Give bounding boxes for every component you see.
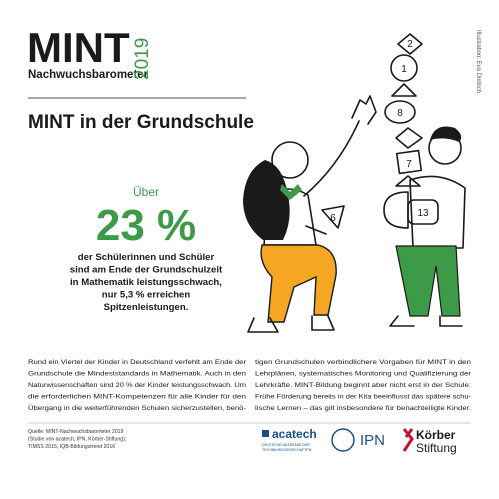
- stat-line: der Schülerinnen und Schüler: [78, 252, 215, 263]
- body-line: Lehrplänen, systematisches Monitoring un…: [255, 371, 472, 378]
- title: MINT in der Grundschule: [28, 112, 254, 133]
- brand-subtitle: Nachwuchsbarometer: [28, 69, 149, 81]
- stat-value: 23 %: [96, 201, 196, 250]
- acatech-sub: TECHNIKWISSENSCHAFTEN: [262, 448, 312, 452]
- body-line: lische Lernen – das gilt insbesondere fü…: [255, 405, 471, 412]
- koerber-mark: [402, 428, 414, 452]
- body-line: Rund ein Viertel der Kinder in Deutschla…: [28, 359, 247, 366]
- woman-arm: [303, 95, 377, 197]
- stat-line: in Mathematik leistungsschwach,: [70, 277, 222, 288]
- block-label: 13: [417, 208, 429, 219]
- body-line: Lehrkräfte. MINT-Bildung beginnt aber ni…: [255, 382, 471, 389]
- source-line: Quelle: MINT-Nachwuchsbarometer 2019: [28, 429, 124, 435]
- woman-hair: [243, 160, 290, 240]
- stat-intro: Über: [133, 185, 159, 199]
- block-label: 8: [397, 108, 403, 119]
- source: Quelle: MINT-Nachwuchsbarometer 2019 (Stu…: [28, 429, 126, 450]
- illustration-labels: 2 1 8 7 6 13: [330, 39, 429, 224]
- body-line: Naturwissenschaften sind 20 % der Kinder…: [28, 382, 246, 389]
- stat-line: nur 5,3 % erreichen: [102, 290, 191, 301]
- body-right: tigen Grundschulen verbindlichere Vorgab…: [255, 359, 472, 412]
- stat-line: sind am Ende der Grundschulzeit: [70, 265, 223, 276]
- boy-shirt: [409, 175, 466, 249]
- card-6: [321, 205, 345, 229]
- boy-pants: [395, 245, 461, 317]
- year: 2019: [132, 38, 153, 80]
- ipn-mark: [331, 428, 355, 452]
- block: [395, 175, 421, 187]
- body-line: Grundschule die Mindeststandards in Math…: [28, 371, 246, 378]
- credit: Illustration: Eva Dietrich: [475, 30, 481, 93]
- block-label: 2: [407, 39, 413, 50]
- acatech-sub: DEUTSCHE AKADEMIE DER: [262, 443, 310, 447]
- boy-hair: [430, 126, 462, 142]
- body-line: Übergang in die weiterführenden Schulen …: [28, 404, 246, 412]
- koerber-logo: Körber: [416, 428, 456, 442]
- source-line: (Studie von acatech, IPN, Körber-Stiftun…: [28, 437, 126, 443]
- block-label: 1: [401, 64, 407, 75]
- source-line: TIMSS 2015, IQB-Bildungstrend 2016: [28, 444, 115, 450]
- woman-collar: [280, 184, 302, 200]
- block: [395, 149, 423, 175]
- block: [390, 54, 418, 82]
- block: [397, 33, 423, 55]
- acatech-mark: [262, 430, 269, 437]
- body-left: Rund ein Viertel der Kinder in Deutschla…: [28, 359, 247, 412]
- koerber-logo: Stiftung: [416, 441, 457, 455]
- body-line: Frühe Förderung bereits in der Kita beei…: [255, 394, 471, 401]
- boy-shoes: [389, 315, 463, 327]
- woman-shoes: [247, 315, 335, 333]
- illustration: [243, 33, 466, 333]
- body-line: tigen Grundschulen verbindlichere Vorgab…: [255, 359, 471, 366]
- woman-pants: [260, 244, 337, 323]
- stat-text: der Schülerinnen und Schüler sind am Ende…: [70, 252, 223, 313]
- block: [407, 199, 439, 225]
- acatech-logo: acatech: [272, 427, 317, 441]
- block: [384, 100, 416, 124]
- block: [391, 83, 417, 97]
- woman-hand: [305, 225, 327, 235]
- body-line: die erforderlichen MINT-Kompetenzen für …: [28, 394, 246, 401]
- woman-head: [271, 141, 309, 179]
- block-label: 7: [406, 159, 412, 170]
- brand: MINT: [27, 24, 130, 71]
- block: [395, 127, 423, 149]
- stat-line: Spitzenleistungen.: [104, 302, 189, 313]
- ipn-logo: IPN: [360, 432, 385, 449]
- block-label: 6: [330, 213, 336, 224]
